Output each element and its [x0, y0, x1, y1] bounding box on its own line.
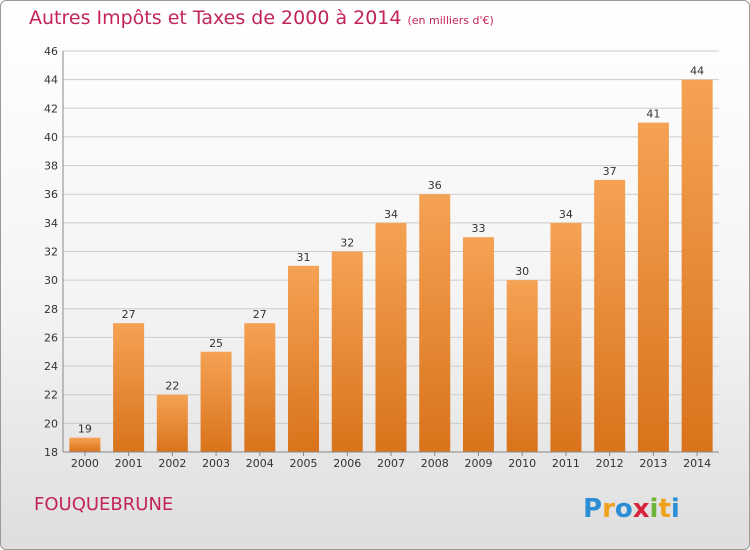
x-tick-label-2003: 2003 — [202, 457, 230, 470]
y-tick-label: 44 — [44, 74, 58, 87]
x-tick-label-2014: 2014 — [683, 457, 711, 470]
svg-text:Proxiti: Proxiti — [583, 494, 680, 524]
axis-layer: 18 20 22 24 26 28 30 32 34 36 38 40 42 44 46 2000 2001 20… — [44, 45, 719, 470]
bar-2011 — [550, 222, 582, 452]
bar-2003 — [200, 351, 232, 452]
data-label-2008: 36 — [428, 179, 442, 192]
data-label-2000: 19 — [78, 423, 92, 436]
bar-2012 — [594, 179, 626, 452]
x-tick-label-2006: 2006 — [333, 457, 361, 470]
y-tick-label: 24 — [44, 360, 58, 373]
data-label-2005: 31 — [297, 251, 311, 264]
data-label-2003: 25 — [209, 337, 223, 350]
bar-2004 — [244, 323, 276, 452]
x-tick-label-2002: 2002 — [158, 457, 186, 470]
x-tick-label-2004: 2004 — [246, 457, 274, 470]
data-label-2014: 44 — [690, 65, 704, 78]
x-tick-label-2011: 2011 — [552, 457, 580, 470]
x-tick-label-2005: 2005 — [290, 457, 318, 470]
data-label-2007: 34 — [384, 208, 398, 221]
data-label-2013: 41 — [646, 108, 660, 121]
y-tick-label: 26 — [44, 331, 58, 344]
chart-title: Autres Impôts et Taxes de 2000 à 2014 (en… — [29, 7, 494, 29]
bar-2002 — [156, 394, 188, 452]
y-tick-label: 34 — [44, 217, 58, 230]
y-tick-label: 28 — [44, 303, 58, 316]
x-tick-label-2008: 2008 — [421, 457, 449, 470]
x-tick-label-2010: 2010 — [508, 457, 536, 470]
bar-2005 — [288, 265, 320, 452]
proxiti-logo: Proxiti — [583, 494, 680, 524]
data-label-2004: 27 — [253, 308, 267, 321]
bar-layer: 19 27 22 25 27 31 32 34 36 33 30 34 37 41 44 — [69, 65, 713, 453]
data-label-2001: 27 — [122, 308, 136, 321]
x-tick-label-2009: 2009 — [464, 457, 492, 470]
bar-2009 — [462, 237, 494, 452]
data-label-2011: 34 — [559, 208, 573, 221]
bar-2010 — [506, 280, 538, 452]
bar-2007 — [375, 222, 407, 452]
y-tick-label: 32 — [44, 246, 58, 259]
x-tick-label-2012: 2012 — [596, 457, 624, 470]
x-tick-label-2000: 2000 — [71, 457, 99, 470]
data-label-2012: 37 — [603, 165, 617, 178]
bar-2000 — [69, 437, 101, 452]
bar-2006 — [331, 251, 363, 452]
data-label-2009: 33 — [471, 222, 485, 235]
data-label-2006: 32 — [340, 237, 354, 250]
y-tick-label: 22 — [44, 389, 58, 402]
bar-2008 — [419, 194, 451, 452]
y-tick-label: 46 — [44, 45, 58, 58]
bar-2013 — [637, 122, 669, 452]
data-label-2002: 22 — [165, 380, 179, 393]
chart-title-text: Autres Impôts et Taxes de 2000 à 2014 — [29, 7, 402, 29]
y-tick-label: 30 — [44, 274, 58, 287]
y-tick-label: 20 — [44, 417, 58, 430]
bar-2014 — [681, 79, 713, 453]
y-tick-label: 38 — [44, 160, 58, 173]
y-tick-label: 40 — [44, 131, 58, 144]
y-tick-label: 36 — [44, 188, 58, 201]
bar-2001 — [113, 323, 145, 452]
y-tick-label: 18 — [44, 446, 58, 459]
data-label-2010: 30 — [515, 265, 529, 278]
x-tick-label-2007: 2007 — [377, 457, 405, 470]
x-tick-label-2001: 2001 — [115, 457, 143, 470]
x-tick-label-2013: 2013 — [639, 457, 667, 470]
location-name: FOUQUEBRUNE — [34, 494, 174, 515]
y-tick-label: 42 — [44, 102, 58, 115]
chart-subtitle: (en milliers d'€) — [407, 14, 494, 27]
